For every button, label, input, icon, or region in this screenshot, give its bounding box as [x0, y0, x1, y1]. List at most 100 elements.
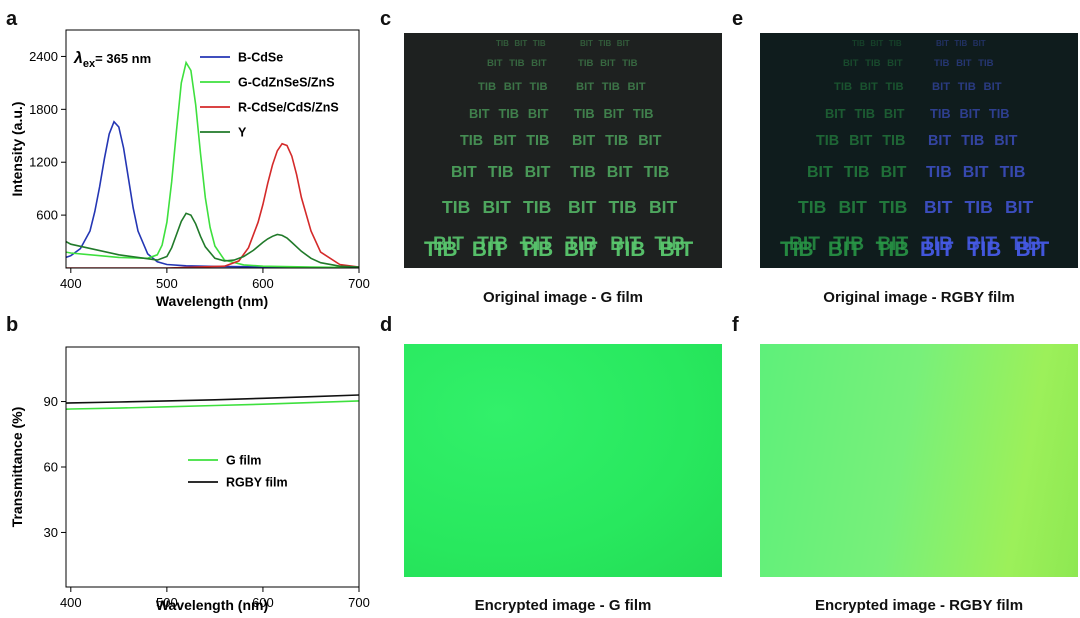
bit-word: BIT: [471, 238, 506, 261]
bit-word: TIB: [598, 39, 612, 48]
bit-pattern-row: BIT TIB BIT TIB BIT TIB: [404, 106, 722, 123]
bit-word: TIB: [424, 238, 458, 261]
bit-word: BIT: [603, 105, 625, 121]
transmittance-chart: Wavelength (nm) Transmittance (%) 400 500…: [9, 346, 370, 613]
original-image-rgby-film: TIB BIT TIB BIT TIB BIT BIT TIB BIT TIB BIT TIB TIB B…: [760, 33, 1078, 268]
bit-word: TIB: [988, 105, 1010, 121]
bit-word: TIB: [875, 238, 910, 261]
caption-e: Original image - RGBY film: [823, 289, 1015, 306]
bit-word: BIT: [877, 233, 909, 255]
panel-label-c: c: [380, 8, 392, 30]
bit-word: BIT: [807, 164, 833, 181]
bit-word: BIT: [433, 233, 464, 255]
bit-word: BIT: [994, 133, 1018, 150]
bit-pattern-row: TIB BIT TIB BIT TIB BIT: [760, 133, 1078, 151]
bit-pattern-row: TIB BIT TIB BIT TIB BIT: [760, 197, 1078, 219]
y-tick-label: 90: [44, 394, 58, 409]
bit-word: BIT: [627, 80, 646, 93]
original-image-g-film: TIB BIT TIB BIT TIB BIT BIT TIB BIT TIB BIT TIB TIB B…: [404, 33, 722, 268]
bit-word: TIB: [852, 39, 865, 48]
bit-word: TIB: [854, 105, 876, 121]
bit-word: TIB: [654, 233, 686, 255]
y-tick-label: 2400: [29, 49, 58, 64]
x-tick-label: 500: [156, 595, 178, 610]
bit-word: TIB: [605, 133, 629, 150]
bit-word: BIT: [827, 238, 862, 261]
x-tick-label: 400: [60, 595, 82, 610]
bit-word: TIB: [632, 105, 654, 121]
bit-word: BIT: [493, 133, 517, 150]
bit-word: BIT: [564, 238, 598, 261]
bit-word: TIB: [888, 39, 902, 48]
bit-word: BIT: [880, 164, 907, 181]
bit-word: TIB: [442, 197, 471, 218]
bit-word: BIT: [469, 105, 490, 121]
legend-label: Y: [238, 126, 247, 140]
bit-word: TIB: [522, 197, 552, 218]
bit-word: BIT: [531, 58, 547, 70]
bit-word: BIT: [887, 58, 903, 70]
bit-word: TIB: [999, 164, 1026, 181]
bit-word: BIT: [928, 133, 952, 150]
bit-word: BIT: [956, 58, 972, 70]
bit-word: TIB: [882, 133, 906, 150]
bit-pattern-row: BIT TIB BIT TIB BIT TIB: [760, 106, 1078, 123]
bit-word: BIT: [972, 39, 986, 48]
panel-label-b: b: [6, 314, 19, 336]
caption-c: Original image - G film: [482, 289, 644, 306]
bit-word: BIT: [576, 80, 595, 93]
series-line-r-cdse-cds-zns: [66, 142, 359, 268]
bit-word: BIT: [524, 164, 551, 181]
bit-word: BIT: [883, 105, 905, 121]
bit-word: BIT: [1004, 197, 1034, 218]
bit-word: BIT: [606, 164, 633, 181]
lambda-subscript: ex: [83, 58, 96, 70]
plot-frame: [65, 346, 360, 588]
emission-spectra-chart: Wavelength (nm) Intensity (a.u.) λex= 36…: [9, 29, 370, 309]
bit-word: TIB: [608, 197, 637, 218]
caption-f: Encrypted image - RGBY film: [814, 597, 1024, 614]
bit-word: BIT: [859, 80, 878, 93]
bit-word: BIT: [616, 39, 630, 48]
series-line-b-cdse: [66, 120, 359, 268]
bit-word: BIT: [487, 58, 503, 70]
panel-label-a: a: [6, 8, 18, 30]
bit-word: BIT: [936, 39, 949, 48]
bit-word: TIB: [833, 233, 865, 255]
bit-word: BIT: [920, 238, 954, 261]
bit-word: BIT: [962, 164, 989, 181]
bit-word: BIT: [789, 233, 820, 255]
bit-word: TIB: [878, 197, 908, 218]
x-axis-label: Wavelength (nm): [156, 597, 268, 613]
bit-word: TIB: [865, 58, 881, 70]
excitation-annotation: λex= 365 nm: [73, 50, 151, 70]
bit-pattern-row: TIB BIT TIB BIT TIB BIT: [404, 197, 722, 219]
bit-word: TIB: [509, 58, 525, 70]
bit-word: BIT: [451, 164, 477, 181]
bit-word: TIB: [574, 105, 595, 121]
legend-label: G film: [226, 454, 261, 468]
bit-word: TIB: [496, 39, 509, 48]
x-tick-label: 500: [156, 276, 178, 291]
bit-word: BIT: [825, 105, 846, 121]
bit-word: BIT: [527, 105, 549, 121]
bit-word: BIT: [983, 80, 1002, 93]
x-tick-label: 700: [348, 276, 370, 291]
bit-word: BIT: [610, 233, 642, 255]
bit-word: BIT: [580, 39, 593, 48]
bit-word: TIB: [532, 39, 546, 48]
bit-word: BIT: [1015, 238, 1050, 261]
bit-word: TIB: [477, 233, 509, 255]
x-tick-label: 400: [60, 276, 82, 291]
y-axis-label: Intensity (a.u.): [9, 102, 25, 197]
lambda-symbol: λ: [73, 50, 83, 67]
series-line-rgby-film: [66, 394, 359, 404]
bit-word: TIB: [622, 58, 638, 70]
bit-word: BIT: [572, 133, 596, 150]
bit-word: BIT: [514, 39, 528, 48]
bit-word: TIB: [566, 233, 597, 255]
legend-label: RGBY film: [226, 476, 288, 490]
bit-word: TIB: [1010, 233, 1042, 255]
bit-word: TIB: [961, 133, 985, 150]
y-tick-label: 1800: [29, 102, 58, 117]
